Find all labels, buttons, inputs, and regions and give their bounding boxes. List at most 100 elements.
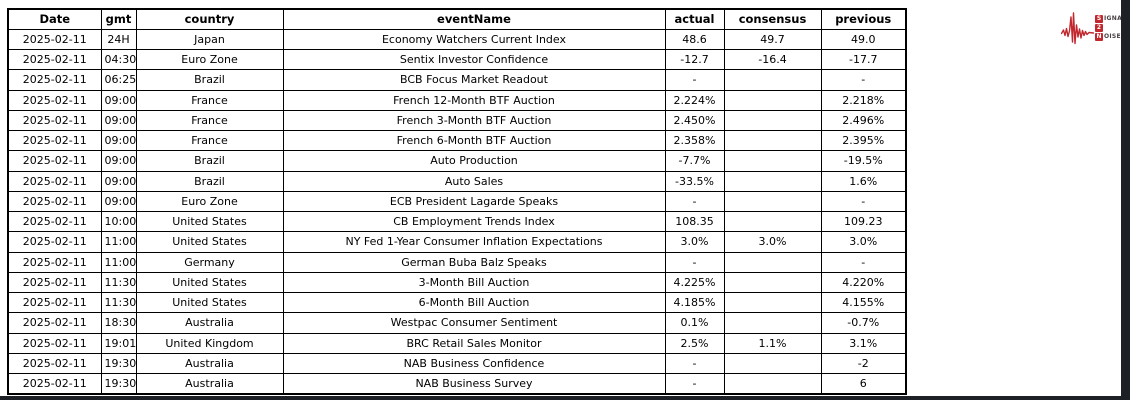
table-row: 2025-02-11 09:00 France French 12-Month BTF… [7, 89, 907, 111]
table-cell: Australia [135, 312, 284, 334]
column-header-gmt: gmt [100, 8, 137, 30]
column-header-actual: actual [664, 8, 725, 30]
table-cell [723, 129, 822, 152]
column-header-previous: previous [820, 8, 907, 30]
table-cell: 3-Month Bill Auction [282, 271, 666, 294]
table-cell: 2.218% [820, 89, 907, 111]
table-cell [723, 291, 822, 314]
table-row: 2025-02-11 10:00 United States CB Employmen… [7, 210, 907, 233]
table-cell: 2025-02-11 [7, 332, 102, 354]
table-cell: 1.1% [723, 332, 822, 354]
table-row: 2025-02-11 09:00 Brazil Auto Production -7.7… [7, 150, 907, 172]
table-row: 2025-02-11 19:30 Australia NAB Business Sur… [7, 372, 907, 395]
table-row: 2025-02-11 04:30 Euro Zone Sentix Investor … [7, 48, 907, 71]
table-cell: 2025-02-11 [7, 291, 102, 314]
table-cell: United States [135, 291, 284, 314]
table-cell: Germany [135, 251, 284, 273]
table-row: 2025-02-11 09:00 France French 6-Month BTF … [7, 129, 907, 152]
table-cell: -7.7% [664, 150, 725, 172]
table-cell: French 3-Month BTF Auction [282, 109, 666, 132]
table-cell: Japan [135, 28, 284, 51]
table-row: 2025-02-11 24H Japan Economy Watchers Curre… [7, 28, 907, 51]
table-row: 2025-02-11 09:00 Euro Zone ECB President La… [7, 190, 907, 213]
table-cell: 6 [820, 372, 907, 395]
table-row: 2025-02-11 09:00 Brazil Auto Sales -33.5% 1.6… [7, 170, 907, 192]
table-cell: 2.450% [664, 109, 725, 132]
table-cell: - [664, 190, 725, 213]
table-cell: 09:00 [100, 89, 137, 111]
table-cell: Brazil [135, 170, 284, 192]
table-cell [723, 271, 822, 294]
table-cell: 48.6 [664, 28, 725, 51]
table-cell: 11:00 [100, 251, 137, 273]
table-cell: 09:00 [100, 170, 137, 192]
table-cell: 2025-02-11 [7, 352, 102, 375]
table-cell: 09:00 [100, 190, 137, 213]
table-cell: United States [135, 210, 284, 233]
table-cell: 3.1% [820, 332, 907, 354]
table-cell: 09:00 [100, 150, 137, 172]
column-header-consensus: consensus [723, 8, 822, 30]
table-cell: 18:30 [100, 312, 137, 334]
table-cell: - [664, 372, 725, 395]
table-cell [723, 312, 822, 334]
logo-text-signal: IGNAL [1104, 15, 1127, 22]
table-row: 2025-02-11 11:30 United States 3-Month Bill… [7, 271, 907, 294]
table-cell: - [820, 251, 907, 273]
table-cell: BCB Focus Market Readout [282, 69, 666, 91]
table-header: Date gmt country eventName actual consensus pr… [7, 8, 907, 30]
table-cell: France [135, 109, 284, 132]
table-cell: 06:25 [100, 69, 137, 91]
table-cell: - [820, 69, 907, 91]
table-cell [723, 89, 822, 111]
table-row: 2025-02-11 06:25 Brazil BCB Focus Market Re… [7, 69, 907, 91]
table-cell: France [135, 89, 284, 111]
table-cell: - [664, 251, 725, 273]
table-cell: Australia [135, 352, 284, 375]
table-cell: 11:30 [100, 291, 137, 314]
signal2noise-logo: S IGNAL 2 N OISE [1061, 9, 1126, 47]
table-cell: BRC Retail Sales Monitor [282, 332, 666, 354]
table-cell [723, 190, 822, 213]
table-cell: 4.185% [664, 291, 725, 314]
table-cell: - [664, 352, 725, 375]
table-row: 2025-02-11 09:00 France French 3-Month BTF … [7, 109, 907, 132]
logo-line-noise: N OISE [1095, 33, 1126, 41]
table-cell: Auto Sales [282, 170, 666, 192]
table-cell: 2.358% [664, 129, 725, 152]
table-cell: 2.395% [820, 129, 907, 152]
table-cell: NAB Business Survey [282, 372, 666, 395]
table-cell: 2025-02-11 [7, 251, 102, 273]
table-cell: 2025-02-11 [7, 129, 102, 152]
table-row: 2025-02-11 11:00 United States NY Fed 1-Yea… [7, 231, 907, 253]
table-cell: -17.7 [820, 48, 907, 71]
table-cell: -12.7 [664, 48, 725, 71]
table-cell: 2025-02-11 [7, 312, 102, 334]
table-cell [723, 352, 822, 375]
table-cell: NY Fed 1-Year Consumer Inflation Expecta… [282, 231, 666, 253]
table-cell: United States [135, 271, 284, 294]
table-cell: United States [135, 231, 284, 253]
table-cell [723, 150, 822, 172]
table-cell: 2025-02-11 [7, 69, 102, 91]
economic-calendar-table: Date gmt country eventName actual consensus pr… [7, 8, 907, 395]
table-cell: 2025-02-11 [7, 109, 102, 132]
table-cell: 49.7 [723, 28, 822, 51]
table-cell: Auto Production [282, 150, 666, 172]
table-cell: 3.0% [664, 231, 725, 253]
table-cell: CB Employment Trends Index [282, 210, 666, 233]
table-cell: 24H [100, 28, 137, 51]
table-row: 2025-02-11 11:00 Germany German Buba Balz S… [7, 251, 907, 273]
table-cell: French 12-Month BTF Auction [282, 89, 666, 111]
table-cell: 3.0% [820, 231, 907, 253]
table-cell [723, 251, 822, 273]
table-row: 2025-02-11 19:30 Australia NAB Business Con… [7, 352, 907, 375]
table-cell: 10:00 [100, 210, 137, 233]
table-cell: 2025-02-11 [7, 231, 102, 253]
table-cell: 19:30 [100, 372, 137, 395]
table-cell: 2025-02-11 [7, 210, 102, 233]
logo-line-signal: S IGNAL [1095, 15, 1126, 23]
column-header-eventname: eventName [282, 8, 666, 30]
logo-letterbox-s: S [1095, 15, 1103, 23]
table-row: 2025-02-11 19:01 United Kingdom BRC Retail … [7, 332, 907, 354]
